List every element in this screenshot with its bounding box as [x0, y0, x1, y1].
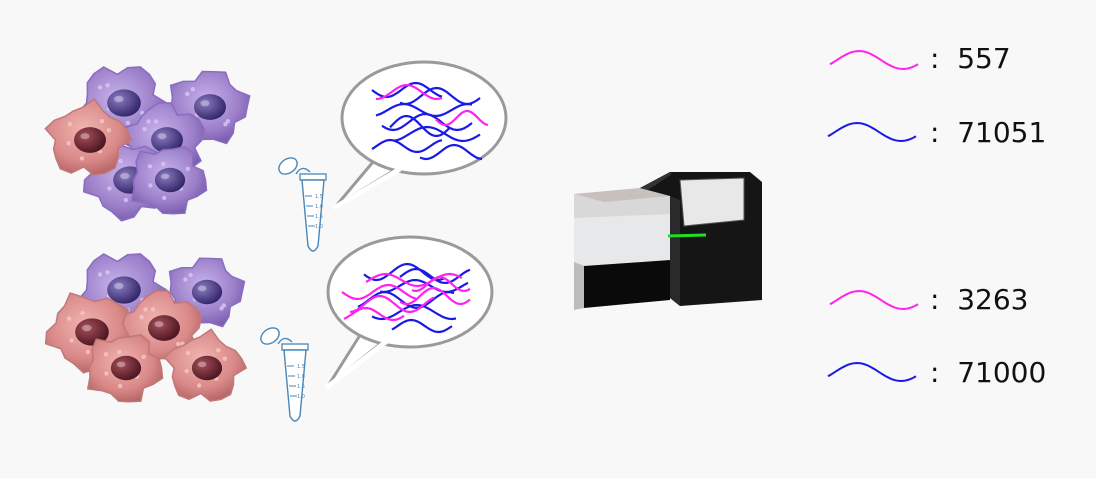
- sample1-blue-count: : 71051: [930, 116, 1047, 149]
- blue-read: [419, 143, 483, 161]
- magenta-read: [411, 276, 471, 292]
- magenta-read-icon: [829, 49, 919, 71]
- read-bundle: [371, 81, 489, 161]
- tube-marking: 1.5: [297, 384, 305, 390]
- microcentrifuge-tube-icon: 1.5 1.0 1.5 1.0: [260, 327, 309, 422]
- blue-read: [381, 113, 473, 132]
- magenta-read: [435, 109, 489, 127]
- blue-read: [393, 125, 481, 143]
- blue-read: [389, 115, 451, 137]
- magenta-read-icon: [829, 289, 919, 311]
- magenta-read: [343, 306, 405, 322]
- pink-cell: [163, 328, 248, 402]
- blue-read: [391, 318, 453, 334]
- pink-cell: [44, 98, 133, 176]
- blue-read: [375, 102, 473, 118]
- magenta-read: [365, 272, 463, 288]
- tube-marking: 1.0: [297, 394, 305, 400]
- cell-cluster-top: [44, 66, 251, 222]
- tube-marking: 1.0: [315, 204, 323, 210]
- magenta-read: [375, 83, 443, 101]
- magenta-read: [399, 287, 471, 306]
- speech-bubble-icon: [332, 60, 508, 211]
- blue-read: [363, 262, 445, 282]
- cell-cluster-bottom: [44, 253, 248, 403]
- pink-cell: [86, 333, 164, 403]
- tube-marking: 1.5: [315, 194, 323, 200]
- speech-bubble-bottom: [324, 235, 494, 390]
- sequencer-machine-icon: [574, 172, 762, 310]
- sample1-magenta-count: : 557: [930, 42, 1011, 75]
- magenta-read: [341, 283, 417, 301]
- blue-read: [371, 138, 443, 153]
- sample2-magenta-count: : 3263: [930, 283, 1029, 316]
- purple-cell: [130, 145, 208, 215]
- microcentrifuge-tube-icon: 1.5 1.0 1.5 1.0: [278, 157, 327, 252]
- speech-bubble-top: [332, 60, 508, 211]
- sample2-blue-count: : 71000: [930, 356, 1047, 389]
- tube-marking: 1.0: [297, 374, 305, 380]
- tube-marking: 1.5: [315, 214, 323, 220]
- read-legend: [827, 49, 919, 383]
- blue-read-icon: [827, 361, 917, 383]
- status-led: [667, 233, 707, 238]
- read-bundle: [341, 262, 471, 334]
- magenta-read: [349, 295, 435, 314]
- blue-read: [379, 279, 469, 294]
- blue-read-icon: [827, 121, 917, 143]
- tube-marking: 1.0: [315, 224, 323, 230]
- tube-marking: 1.5: [297, 364, 305, 370]
